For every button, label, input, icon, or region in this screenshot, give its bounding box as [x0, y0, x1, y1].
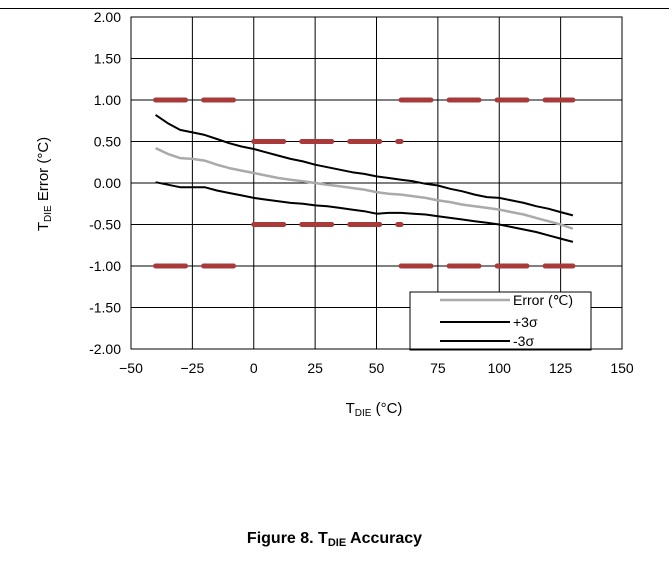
legend: Error (℃) +3σ -3σ	[409, 291, 592, 351]
x-tick-label: 0	[250, 360, 258, 376]
legend-label-plus3sigma: +3σ	[513, 314, 538, 330]
series-lines	[155, 114, 574, 243]
y-tick-label: 2.00	[94, 9, 121, 25]
y-tick-label: 1.50	[94, 51, 121, 67]
y-tick-label: -1.50	[89, 300, 121, 316]
x-tick-label: 150	[610, 360, 634, 376]
x-tick-label: 25	[307, 360, 323, 376]
x-axis-label: TDIE (°C)	[346, 400, 403, 419]
y-tick-labels: 2.00 1.50 1.00 0.50 0.00 -0.50 -1.00 -1.50 -2.00	[89, 9, 121, 357]
x-tick-label: 100	[488, 360, 512, 376]
figure-caption: Figure 8. TDIE Accuracy	[0, 530, 669, 549]
x-tick-label: 75	[430, 360, 446, 376]
caption-subscript: DIE	[327, 537, 347, 549]
legend-label-error: Error (℃)	[513, 292, 573, 308]
series-line-error	[155, 146, 574, 230]
x-tick-label: 50	[369, 360, 385, 376]
limit-lines	[153, 97, 576, 269]
y-tick-label: -2.00	[89, 341, 121, 357]
series-line-plus3sigma	[155, 114, 574, 217]
legend-label-minus3sigma: -3σ	[513, 333, 534, 349]
y-tick-label: 1.00	[94, 92, 121, 108]
y-tick-label: -0.50	[89, 217, 121, 233]
x-tick-label: −25	[181, 360, 205, 376]
x-tick-label: 125	[549, 360, 573, 376]
y-tick-label: -1.00	[89, 258, 121, 274]
series-line-minus3sigma	[155, 181, 574, 243]
plot-frame	[130, 16, 623, 350]
y-axis-label: TDIE Error (°C)	[35, 137, 54, 231]
top-rule	[0, 8, 669, 9]
caption-suffix: Accuracy	[346, 530, 423, 547]
y-tick-label: 0.00	[94, 175, 121, 191]
tdie-accuracy-chart: 2.00 1.50 1.00 0.50 0.00 -0.50 -1.00 -1.50 -2.00…	[35, 9, 634, 419]
x-tick-labels: −50 −25 0 25 50 75 100 125 150	[119, 360, 634, 376]
y-tick-label: 0.50	[94, 134, 121, 150]
caption-prefix: Figure 8. T	[246, 530, 328, 547]
x-tick-label: −50	[119, 360, 143, 376]
